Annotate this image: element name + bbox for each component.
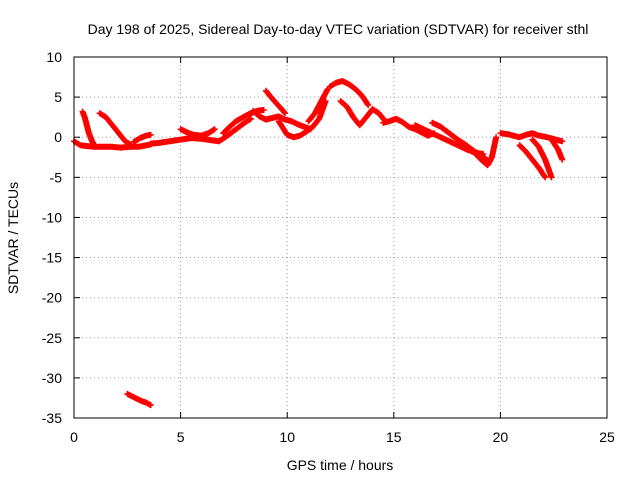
data-series-track-l <box>305 86 331 125</box>
x-tick-labels: 0 5 10 15 20 25 <box>70 429 615 445</box>
x-axis-title: GPS time / hours <box>287 457 394 473</box>
y-tick-label: -35 <box>42 410 62 426</box>
y-tick-label: 0 <box>54 129 62 145</box>
y-axis-title: SDTVAR / TECUs <box>5 182 21 294</box>
data-series-track-k <box>275 98 329 141</box>
y-tick-label: 10 <box>46 49 62 65</box>
data-series-track-n <box>337 98 389 129</box>
data-series-track-r <box>471 134 500 169</box>
x-tick-label: 10 <box>279 429 295 445</box>
chart-title: Day 198 of 2025, Sidereal Day-to-day VTE… <box>88 21 589 37</box>
data-points <box>71 78 566 409</box>
data-series-track-w <box>124 390 154 409</box>
axis-ticks <box>73 56 608 419</box>
data-series-track-m <box>326 78 372 109</box>
x-tick-label: 15 <box>386 429 402 445</box>
data-series-track-f <box>177 126 218 139</box>
y-tick-label: -15 <box>42 250 62 266</box>
data-series-track-i <box>250 107 314 133</box>
data-series-track-o <box>380 115 438 139</box>
y-tick-label: -20 <box>42 290 62 306</box>
data-series-track-d <box>130 131 154 145</box>
y-tick-label: -5 <box>50 169 63 185</box>
data-series-track-h <box>216 115 254 145</box>
data-series-track-t <box>516 142 549 181</box>
plot-frame <box>73 56 608 419</box>
x-tick-label: 20 <box>493 429 509 445</box>
data-series-track-u <box>529 136 555 181</box>
y-tick-label: 5 <box>54 89 62 105</box>
x-tick-label: 5 <box>177 429 185 445</box>
x-tick-label: 25 <box>599 429 615 445</box>
gridlines <box>74 57 607 418</box>
data-series-track-c <box>96 110 135 149</box>
y-tick-label: -10 <box>42 209 62 225</box>
y-tick-label: -25 <box>42 330 62 346</box>
y-tick-label: -30 <box>42 370 62 386</box>
data-series-track-s <box>497 130 566 145</box>
data-series-track-j <box>262 87 289 117</box>
data-series-track-b <box>79 108 99 149</box>
data-series-track-q <box>429 119 493 165</box>
y-tick-labels: 10 5 0 -5 -10 -15 -20 -25 -30 -35 <box>42 49 62 426</box>
x-tick-label: 0 <box>70 429 78 445</box>
data-series-track-e <box>147 135 222 147</box>
data-series-track-v <box>548 136 566 163</box>
